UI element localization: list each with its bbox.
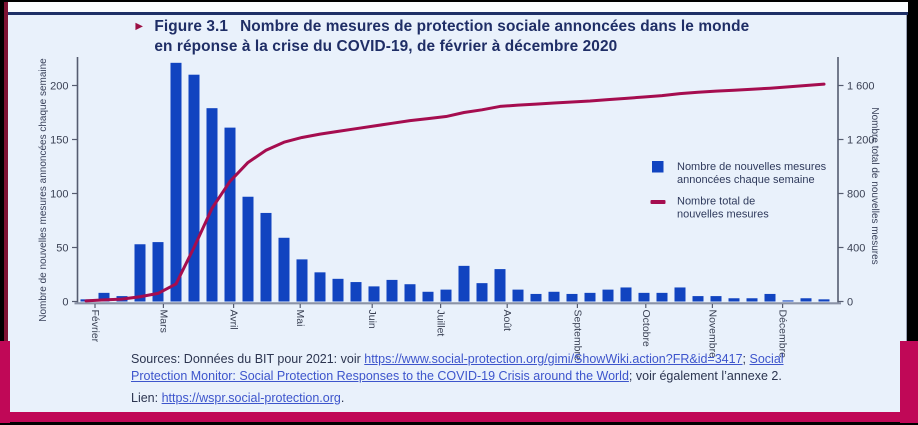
page-top-margin — [8, 2, 908, 12]
figure-number: Figure 3.1 — [154, 18, 229, 35]
bar-week-15 — [350, 282, 362, 302]
y-left-tick-label: 150 — [50, 134, 68, 146]
sources-line: Sources: Données du BIT pour 2021: voir … — [131, 351, 843, 384]
x-month-label: Juillet — [435, 310, 447, 337]
bar-week-36 — [728, 298, 740, 302]
source-text: Sources: Données du BIT pour 2021: voir — [131, 352, 365, 366]
source-link[interactable]: https://wspr.social-protection.org — [161, 391, 341, 405]
bar-week-21 — [458, 265, 470, 302]
bar-week-19 — [422, 291, 434, 302]
bar-week-34 — [692, 296, 704, 302]
x-month-label: Octobre — [640, 310, 652, 348]
bar-week-30 — [620, 287, 632, 302]
figure-title-text: Figure 3.1 Nombre de mesures de protectio… — [154, 17, 749, 56]
source-link[interactable]: Social Protection Monitor: Social Protec… — [131, 352, 784, 383]
bar-week-17 — [386, 279, 398, 302]
legend-square-swatch — [652, 161, 664, 173]
y-right-tick-label: 400 — [847, 242, 865, 254]
source-text: ; — [742, 352, 750, 366]
bar-week-39 — [782, 300, 794, 302]
bars-weekly — [80, 62, 830, 302]
legend-label: nouvelles mesures — [677, 208, 769, 220]
bar-week-31 — [638, 292, 650, 302]
bar-week-32 — [656, 292, 668, 302]
legend-label: Nombre de nouvelles mesures — [677, 161, 827, 173]
x-month-label: Août — [501, 310, 513, 332]
source-link[interactable]: https://www.social-protection.org/gimi/S… — [364, 352, 743, 366]
bar-week-3 — [134, 244, 146, 302]
legend-label: annoncées chaque semaine — [677, 174, 815, 186]
y-right-tick-label: 1 600 — [847, 80, 875, 92]
bar-week-37 — [746, 298, 758, 302]
bar-week-40 — [800, 298, 812, 302]
bar-week-35 — [710, 296, 722, 302]
bar-week-7 — [206, 108, 218, 302]
bar-week-4 — [152, 242, 164, 302]
y-left-tick-label: 200 — [50, 80, 68, 92]
figure-title-line2: en réponse à la crise du COVID-19, de fé… — [154, 37, 618, 55]
y-left-axis-title: Nombre de nouvelles mesures annoncées ch… — [38, 58, 49, 322]
bar-week-29 — [602, 289, 614, 302]
x-month-label: Décembre — [777, 310, 789, 359]
y-right-tick-label: 0 — [847, 296, 853, 308]
bar-week-11 — [278, 237, 290, 302]
bar-week-12 — [296, 259, 308, 302]
bar-week-27 — [566, 293, 578, 302]
source-text: Lien: — [131, 391, 162, 405]
x-month-label: Septembre — [571, 310, 583, 362]
bar-week-25 — [530, 293, 542, 302]
legend-label: Nombre total de — [677, 196, 755, 208]
legend-line-swatch — [650, 200, 666, 204]
source-text: . — [340, 391, 345, 405]
x-month-label: Novembre — [706, 310, 718, 359]
page-left-border — [4, 2, 8, 342]
bar-week-10 — [260, 212, 272, 302]
bar-week-8 — [224, 127, 236, 302]
x-month-label: Février — [89, 310, 101, 343]
y-left-tick-label: 50 — [56, 242, 68, 254]
figure-panel — [8, 15, 907, 417]
y-right-tick-label: 1 200 — [847, 134, 875, 146]
bar-week-38 — [764, 293, 776, 302]
total-measures-line — [84, 82, 826, 303]
frame-crimson-left — [0, 341, 10, 423]
y-left-tick-label: 100 — [50, 188, 68, 200]
source-text: ; voir également l’annexe 2. — [628, 368, 782, 383]
bar-week-26 — [548, 291, 560, 302]
bar-week-16 — [368, 286, 380, 302]
figure-top-rule — [8, 12, 908, 15]
x-month-label: Mai — [294, 310, 306, 327]
frame-crimson-right — [900, 341, 918, 423]
figure-title-line1: Nombre de mesures de protection sociale … — [240, 18, 750, 35]
source-note: Sources: Données du BIT pour 2021: voir … — [131, 351, 843, 407]
bar-week-9 — [242, 196, 254, 302]
bar-week-5 — [170, 62, 182, 302]
y-left-tick-label: 0 — [62, 296, 68, 308]
y-right-axis-title: Nombre total de nouvelles mesures — [869, 107, 880, 264]
bar-week-1 — [98, 292, 110, 302]
figure-title: ► Figure 3.1 Nombre de mesures de protect… — [133, 17, 853, 56]
bar-week-20 — [440, 289, 452, 302]
bar-week-41 — [818, 299, 830, 302]
bar-week-18 — [404, 284, 416, 302]
bar-week-14 — [332, 278, 344, 302]
bar-week-22 — [476, 283, 488, 302]
bar-week-13 — [314, 272, 326, 302]
figure-marker-icon: ► — [133, 19, 146, 33]
bar-week-28 — [584, 292, 596, 302]
y-right-tick-label: 800 — [847, 188, 865, 200]
x-month-label: Avril — [228, 310, 240, 330]
bar-week-24 — [512, 289, 524, 302]
bar-week-6 — [188, 74, 200, 302]
bar-week-23 — [494, 269, 506, 302]
lien-line: Lien: https://wspr.social-protection.org… — [131, 390, 843, 407]
x-month-label: Mars — [157, 310, 169, 333]
bar-week-33 — [674, 287, 686, 302]
x-month-label: Juin — [366, 310, 378, 329]
frame-crimson-bottom — [0, 412, 918, 422]
